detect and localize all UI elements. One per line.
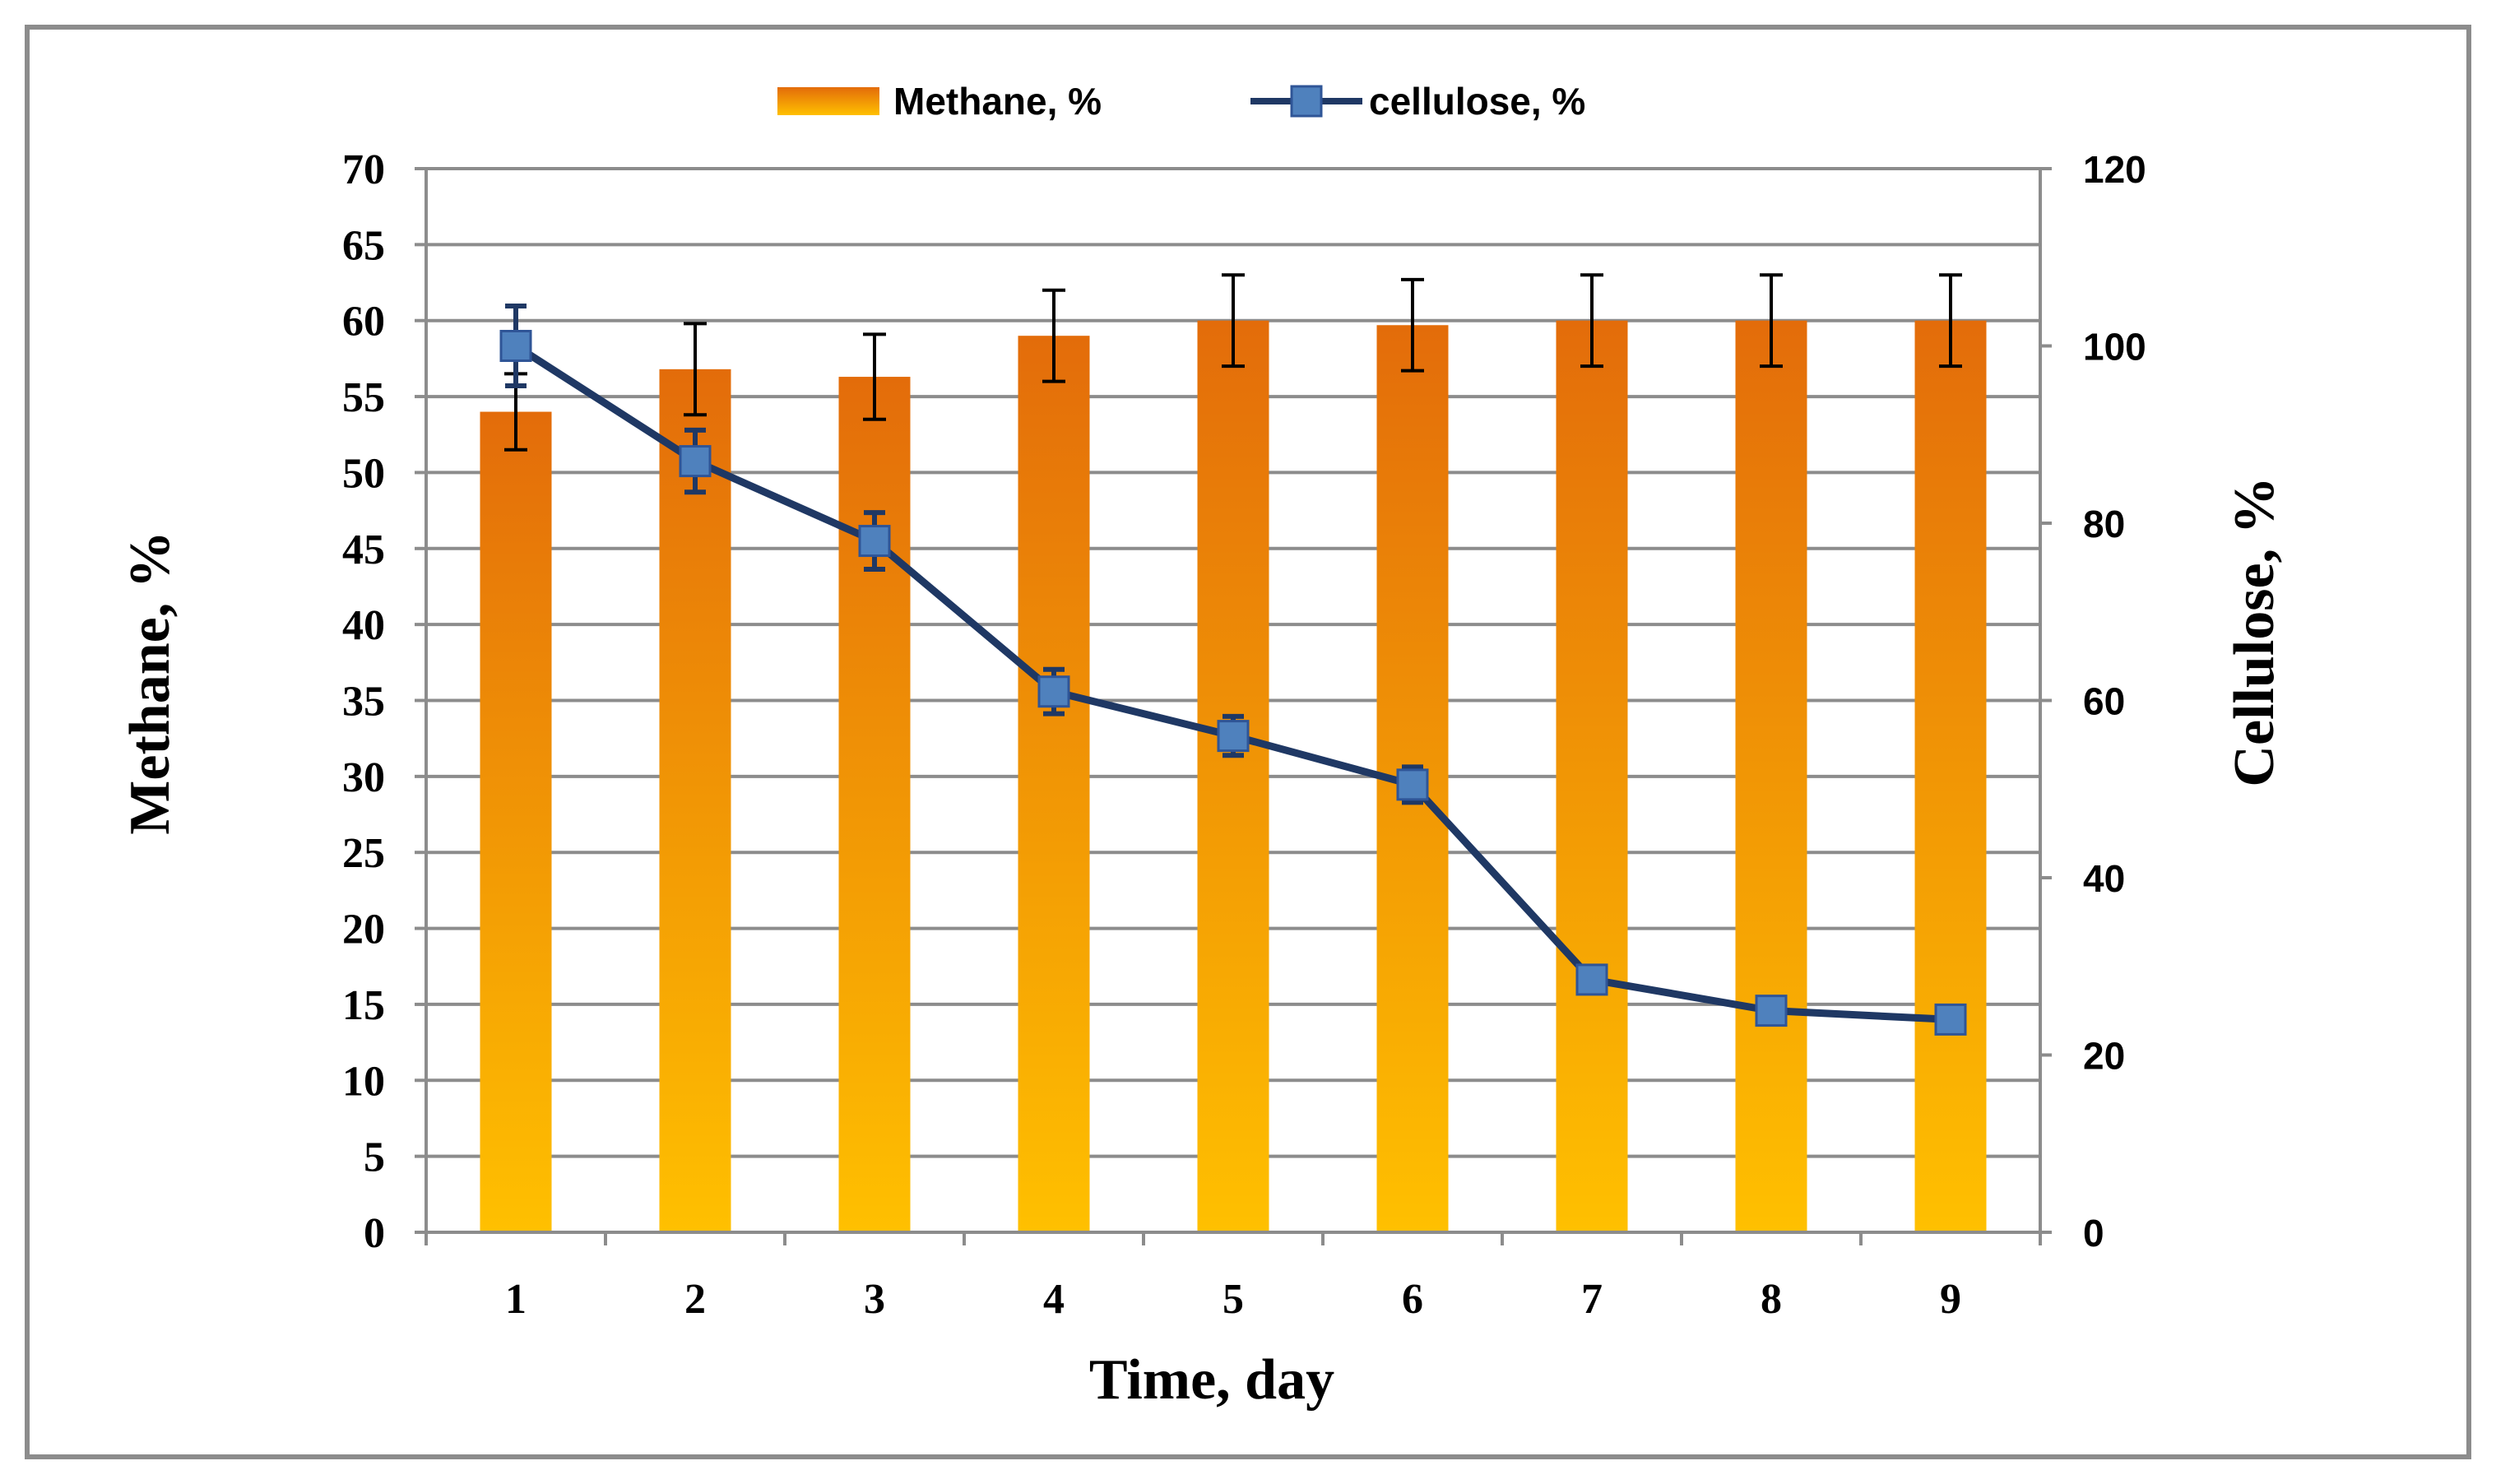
y-tick-label: 20 xyxy=(342,907,385,953)
legend-methane-label: Methane, % xyxy=(893,80,1102,123)
cellulose-marker xyxy=(1755,995,1788,1027)
methane-bars xyxy=(480,320,1987,1233)
cellulose-marker xyxy=(1934,1003,1967,1036)
y-tick-label: 0 xyxy=(364,1210,385,1257)
y-tick-label: 5 xyxy=(364,1134,385,1181)
legend: Methane, % cellulose, % xyxy=(777,80,1585,123)
x-tick-label: 2 xyxy=(684,1276,706,1323)
methane-bar xyxy=(1914,320,1987,1232)
y-tick-label: 35 xyxy=(342,679,385,726)
cellulose-marker xyxy=(499,330,532,362)
y2-tick-label: 80 xyxy=(2083,503,2125,545)
y-tick-label: 45 xyxy=(342,526,385,573)
y-tick-label: 55 xyxy=(342,374,385,421)
y-tick-label: 15 xyxy=(342,982,385,1029)
cellulose-marker xyxy=(858,525,891,558)
x-tick-label: 7 xyxy=(1581,1276,1603,1323)
y-tick-label: 60 xyxy=(342,299,385,345)
x-tick-label: 4 xyxy=(1043,1276,1065,1323)
x-tick-label: 3 xyxy=(864,1276,885,1323)
y-tick-label: 70 xyxy=(342,146,385,193)
tick-labels: 0510152025303540455055606570020406080100… xyxy=(342,146,2146,1323)
methane-bar xyxy=(838,377,911,1232)
x-tick-label: 6 xyxy=(1402,1276,1423,1323)
y-tick-label: 25 xyxy=(342,830,385,877)
x-tick-label: 8 xyxy=(1761,1276,1782,1323)
axes xyxy=(415,167,2052,1245)
cellulose-marker xyxy=(1217,720,1250,753)
methane-bar xyxy=(1018,336,1090,1233)
cellulose-marker xyxy=(1575,963,1608,996)
cellulose-marker xyxy=(679,445,712,478)
y-tick-label: 10 xyxy=(342,1058,385,1105)
y2-tick-label: 120 xyxy=(2083,148,2146,191)
methane-bar xyxy=(659,369,731,1232)
x-axis-title: Time, day xyxy=(1089,1348,1334,1412)
x-tick-label: 1 xyxy=(505,1276,527,1323)
cellulose-marker xyxy=(1396,768,1429,801)
x-tick-label: 9 xyxy=(1940,1276,1961,1323)
cellulose-line xyxy=(499,304,1967,1036)
y-tick-label: 30 xyxy=(342,754,385,801)
y2-tick-label: 100 xyxy=(2083,326,2146,369)
legend-methane-swatch xyxy=(777,87,879,115)
methane-bar xyxy=(1556,320,1628,1232)
y-axis-title: Methane, % xyxy=(118,531,182,834)
y2-tick-label: 60 xyxy=(2083,680,2125,723)
legend-cellulose-marker xyxy=(1290,85,1323,118)
y-tick-label: 50 xyxy=(342,450,385,497)
y2-tick-label: 0 xyxy=(2083,1212,2104,1254)
legend-cellulose-label: cellulose, % xyxy=(1369,80,1585,123)
y2-tick-label: 20 xyxy=(2083,1035,2125,1078)
methane-bar xyxy=(1735,320,1807,1232)
methane-bar xyxy=(480,411,552,1232)
y2-tick-label: 40 xyxy=(2083,857,2125,900)
cellulose-marker xyxy=(1037,675,1070,708)
x-tick-label: 5 xyxy=(1222,1276,1244,1323)
methane-bar xyxy=(1197,320,1269,1232)
y2-axis-title: Cellulose, % xyxy=(2223,476,2286,786)
y-tick-label: 65 xyxy=(342,222,385,269)
y-tick-label: 40 xyxy=(342,602,385,649)
